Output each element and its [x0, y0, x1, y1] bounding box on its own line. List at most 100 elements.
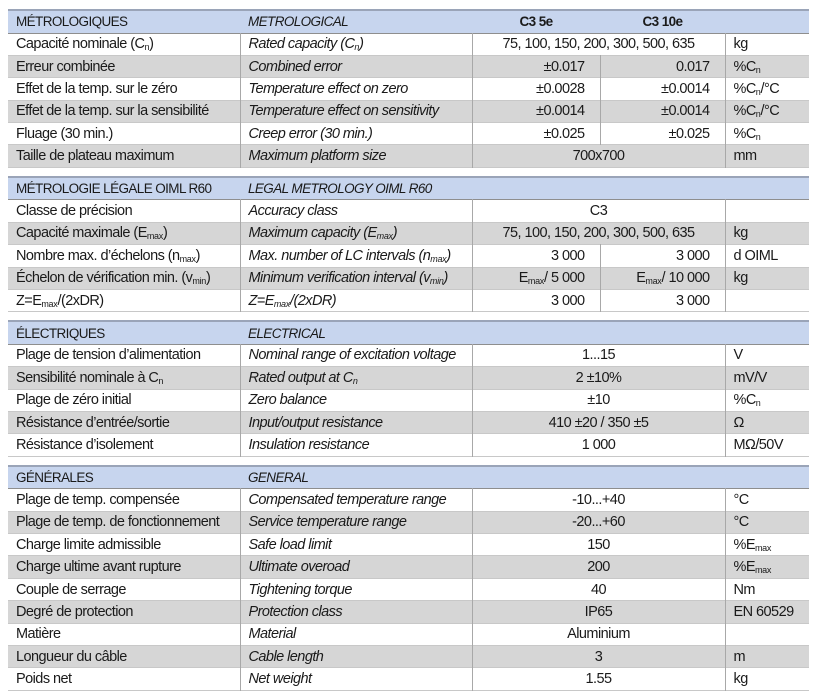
text-segment: Compensated temperature range	[248, 491, 447, 508]
value-c3-5e: Emax/ 5 000	[472, 267, 601, 290]
subscript: n	[755, 86, 761, 97]
text-segment: -10...+40	[572, 491, 625, 508]
table-row: Capacité maximale (Emax) Maximum capacity…	[8, 222, 809, 245]
subscript: max	[146, 231, 163, 242]
value-c3-10e: ±0.0014	[600, 77, 726, 101]
label-en: Z=Emax/(2xDR)	[240, 289, 473, 312]
label-en: Maximum capacity (Emax)	[240, 222, 473, 245]
unit: V	[725, 344, 809, 366]
text-segment: 75, 100, 150, 200, 300, 500, 635	[502, 225, 695, 242]
text-segment: 1.55	[585, 671, 612, 688]
table-row: Poids net Net weight 1.55 kg	[8, 667, 809, 691]
subscript: n	[354, 42, 360, 53]
text-segment: Tightening torque	[248, 581, 353, 598]
value: C3	[472, 199, 726, 223]
text-segment: ±0.017	[543, 58, 586, 75]
text-segment: Plage de tension d’alimentation	[16, 347, 201, 364]
label-en: Temperature effect on sensitivity	[240, 100, 473, 123]
subscript: n	[755, 131, 761, 142]
text-segment: Charge limite admissible	[16, 536, 161, 553]
text-segment: Max. number of LC intervals (n	[248, 247, 431, 264]
text-segment: Erreur combinée	[16, 58, 115, 75]
text-segment: Échelon de vérification min. (v	[16, 270, 193, 287]
label-en: Creep error (30 min.)	[240, 122, 473, 145]
text-segment: °C	[733, 491, 750, 508]
subscript: max	[430, 253, 447, 264]
label-fr: Z=Emax/(2xDR)	[8, 289, 241, 312]
model-header-10e: C3 10e	[600, 10, 725, 33]
table-row: Effet de la temp. sur la sensibilité Temp…	[8, 100, 809, 123]
subscript: max	[179, 253, 196, 264]
text-segment: %C	[733, 80, 757, 97]
table-row: Charge ultime avant rupture Ultimate over…	[8, 555, 809, 579]
label-en: Service temperature range	[240, 511, 473, 534]
table-row: Charge limite admissible Safe load limit 1…	[8, 533, 809, 556]
header-spacer	[725, 321, 809, 345]
value: 700x700	[472, 144, 726, 168]
text-segment: 0.017	[675, 58, 710, 75]
text-segment: %E	[733, 536, 756, 553]
text-segment: 150	[587, 536, 610, 553]
subscript: max	[273, 298, 290, 309]
section-title-en: LEGAL METROLOGY OIML R60	[240, 176, 472, 200]
label-fr: Classe de précision	[8, 199, 241, 223]
text-segment: Accuracy class	[248, 203, 339, 220]
text-segment: Plage de temp. de fonctionnement	[16, 514, 220, 531]
label-fr: Plage de zéro initial	[8, 389, 241, 412]
header-spacer	[600, 176, 725, 200]
text-segment: )	[195, 247, 201, 264]
text-segment: Classe de précision	[16, 203, 133, 220]
text-segment: Ω	[733, 414, 745, 431]
label-fr: Plage de tension d’alimentation	[8, 344, 241, 367]
value-c3-5e: ±0.0028	[472, 77, 601, 101]
subscript: max	[527, 276, 544, 287]
section-title-fr: MÉTROLOGIQUES	[8, 10, 240, 33]
table-row: Capacité nominale (Cn) Rated capacity (Cn…	[8, 33, 809, 56]
text-segment: Résistance d’isolement	[16, 437, 154, 454]
text-segment: 3	[594, 648, 603, 665]
text-segment: E	[518, 270, 529, 287]
label-fr: Nombre max. d’échelons (nmax)	[8, 244, 241, 268]
text-segment: Nombre max. d’échelons (n	[16, 247, 180, 264]
text-segment: 3 000	[550, 247, 585, 264]
text-segment: mV/V	[733, 369, 768, 386]
value: -20...+60	[472, 511, 726, 534]
text-segment: Résistance d’entrée/sortie	[16, 414, 170, 431]
spec-section: ÉLECTRIQUES ELECTRICAL Plage de tension d’…	[8, 320, 809, 457]
subscript: n	[144, 42, 150, 53]
value: 75, 100, 150, 200, 300, 500, 635	[472, 222, 726, 245]
label-en: Tightening torque	[240, 578, 473, 601]
subscript: max	[754, 542, 772, 553]
label-en: Maximum platform size	[240, 144, 473, 168]
label-en: Zero balance	[240, 389, 473, 412]
header-spacer	[472, 176, 600, 200]
text-segment: Aluminium	[567, 626, 630, 643]
text-segment: 200	[587, 559, 610, 576]
table-row: Résistance d’isolement Insulation resista…	[8, 433, 809, 457]
text-segment: Service temperature range	[248, 514, 407, 531]
label-en: Protection class	[240, 600, 473, 624]
subscript: n	[755, 398, 761, 409]
table-row: Degré de protection Protection class IP65 E…	[8, 600, 809, 624]
section-header: MÉTROLOGIQUES METROLOGICAL C3 5e C3 10e	[8, 10, 809, 33]
value-c3-5e: ±0.0014	[472, 100, 601, 123]
text-segment: Safe load limit	[248, 536, 332, 553]
value: 40	[472, 578, 726, 601]
text-segment: Minimum verification interval (v	[248, 270, 431, 287]
text-segment: kg	[733, 36, 749, 53]
value: 1 000	[472, 433, 726, 457]
text-segment: /°C	[760, 103, 780, 120]
text-segment: )	[392, 225, 398, 242]
label-en: Safe load limit	[240, 533, 473, 556]
value: Aluminium	[472, 623, 726, 646]
text-segment: )	[443, 270, 449, 287]
text-segment: )	[162, 225, 168, 242]
value-c3-5e: ±0.017	[472, 55, 601, 78]
label-en: Rated capacity (Cn)	[240, 33, 473, 56]
label-fr: Capacité nominale (Cn)	[8, 33, 241, 56]
table-row: Z=Emax/(2xDR) Z=Emax/(2xDR) 3 000 3 000	[8, 289, 809, 312]
label-fr: Erreur combinée	[8, 55, 241, 78]
label-en: Minimum verification interval (vmin)	[240, 267, 473, 290]
label-en: Cable length	[240, 645, 473, 668]
label-fr: Charge limite admissible	[8, 533, 241, 556]
